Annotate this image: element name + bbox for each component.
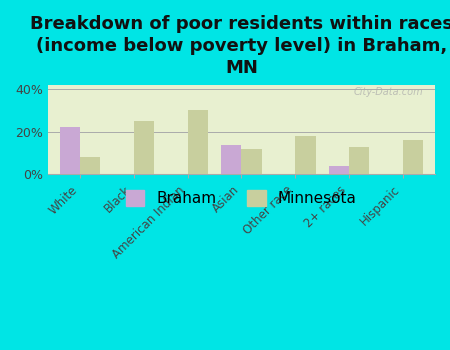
Bar — [328, 166, 349, 175]
Legend: Braham, Minnesota: Braham, Minnesota — [118, 182, 364, 213]
Bar — [59, 127, 80, 175]
Bar — [295, 136, 315, 175]
Bar — [349, 147, 369, 175]
Bar — [241, 149, 262, 175]
Bar — [80, 158, 100, 175]
Bar — [134, 121, 154, 175]
Text: City-Data.com: City-Data.com — [354, 87, 423, 97]
Bar — [188, 110, 208, 175]
Bar — [221, 145, 241, 175]
Bar — [403, 140, 423, 175]
Title: Breakdown of poor residents within races
(income below poverty level) in Braham,: Breakdown of poor residents within races… — [30, 15, 450, 77]
